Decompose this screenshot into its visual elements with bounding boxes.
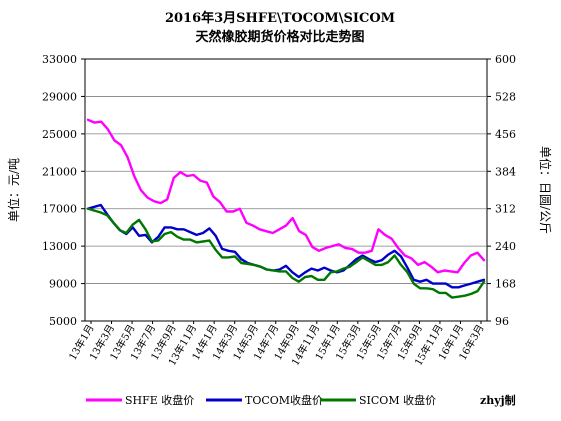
y-left-tick-label: 25000 <box>42 128 77 141</box>
y-left-tick-label: 17000 <box>42 203 77 216</box>
y-axis-right: 96 168 240 312 384 456 528 600 <box>487 53 516 328</box>
legend-item-shfe: SHFE 收盘价 <box>86 393 194 407</box>
plot-area <box>84 58 488 322</box>
y-right-tick-label: 384 <box>495 165 516 178</box>
grid <box>85 96 487 284</box>
plot-frame <box>84 58 488 322</box>
y-left-tick-label: 29000 <box>42 90 77 103</box>
y-axis-left-label: 单位：元/吨 <box>6 158 21 222</box>
y-right-tick-label: 600 <box>495 53 516 66</box>
chart-subtitle: 天然橡胶期货价格对比走势图 <box>195 29 364 45</box>
y-left-tick-label: 21000 <box>42 165 77 178</box>
series-line-sicom <box>86 207 486 299</box>
y-axis-left: 5000 9000 13000 17000 21000 25000 29000 33000 <box>42 53 85 328</box>
x-axis: 13年1月13年3月13年5月13年7月13年9月13年11月14年1月14年3… <box>66 321 487 368</box>
y-right-tick-label: 312 <box>495 203 516 216</box>
legend-label-shfe: SHFE 收盘价 <box>125 393 194 407</box>
legend-item-sicom: SICOM 收盘价 <box>320 393 436 407</box>
y-axis-right-label: 单位：日圆/公斤 <box>538 146 553 234</box>
legend-item-tocom: TOCOM收盘价 <box>206 393 323 407</box>
credit-label: zhyj制 <box>480 393 516 407</box>
y-right-tick-label: 96 <box>495 315 509 328</box>
chart-title: 2016年3月SHFE\TOCOM\SICOM <box>165 10 395 26</box>
y-left-tick-label: 5000 <box>49 315 77 328</box>
series-line-shfe <box>86 118 486 274</box>
y-right-tick-label: 528 <box>495 90 516 103</box>
series-layer <box>86 118 486 299</box>
legend: SHFE 收盘价 TOCOM收盘价 SICOM 收盘价 <box>86 393 436 407</box>
y-left-tick-label: 9000 <box>49 278 77 291</box>
y-left-tick-label: 33000 <box>42 53 77 66</box>
y-left-tick-label: 13000 <box>42 240 77 253</box>
legend-label-sicom: SICOM 收盘价 <box>359 393 436 407</box>
y-right-tick-label: 168 <box>495 278 516 291</box>
y-right-tick-label: 240 <box>495 240 516 253</box>
legend-label-tocom: TOCOM收盘价 <box>245 393 323 407</box>
y-right-tick-label: 456 <box>495 128 516 141</box>
